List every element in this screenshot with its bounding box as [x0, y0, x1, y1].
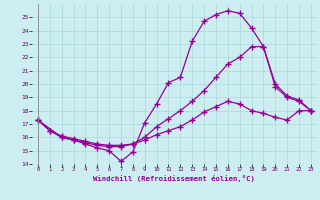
X-axis label: Windchill (Refroidissement éolien,°C): Windchill (Refroidissement éolien,°C): [93, 175, 255, 182]
